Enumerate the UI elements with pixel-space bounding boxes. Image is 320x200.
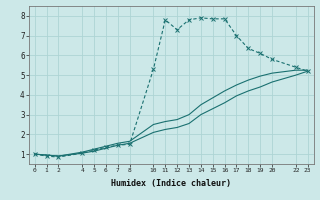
X-axis label: Humidex (Indice chaleur): Humidex (Indice chaleur) (111, 179, 231, 188)
